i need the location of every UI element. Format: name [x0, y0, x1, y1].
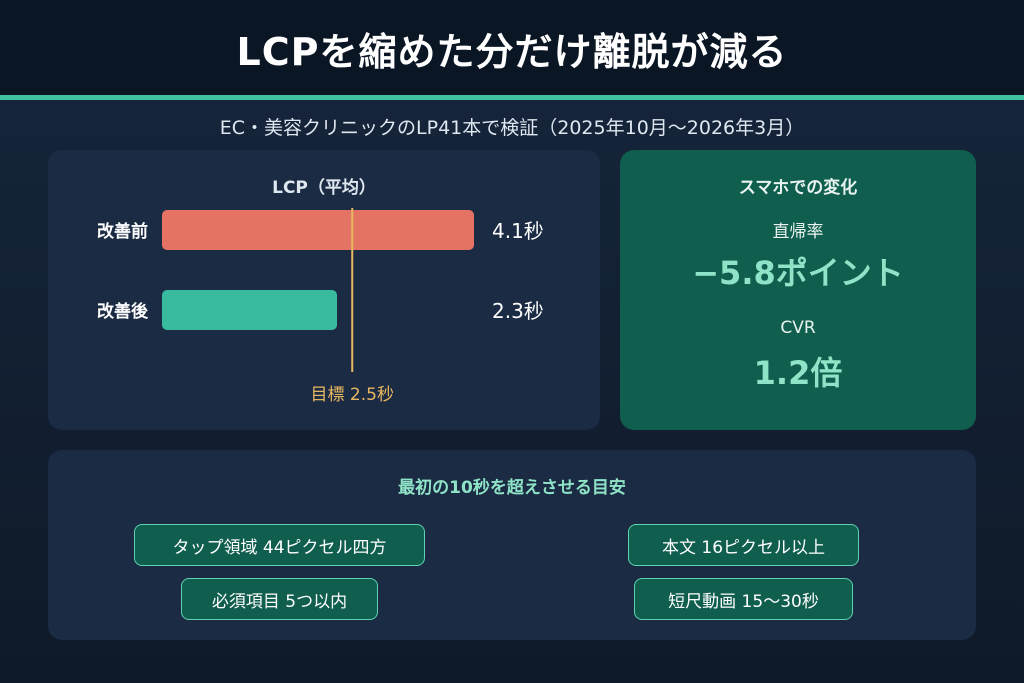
tip-required-fields: 必須項目 5つ以内 — [181, 578, 378, 620]
cvr-value: 1.2倍 — [753, 354, 843, 392]
value-label: 2.3秒 — [492, 299, 544, 323]
bounce-rate-label: 直帰率 — [772, 222, 824, 242]
cvr-label: CVR — [780, 318, 816, 338]
stats-title: スマホでの変化 — [738, 178, 858, 198]
category-label: 改善後 — [97, 301, 149, 322]
bar — [162, 290, 338, 330]
tip-body-font: 本文 16ピクセル以上 — [628, 524, 859, 566]
category-label: 改善前 — [97, 221, 148, 242]
tip-short-video: 短尺動画 15〜30秒 — [634, 578, 853, 620]
page-title: LCPを縮めた分だけ離脱が減る — [236, 29, 788, 74]
chart-title: LCP（平均） — [272, 178, 376, 198]
page-subtitle: EC・美容クリニックのLP41本で検証（2025年10月〜2026年3月） — [219, 117, 805, 139]
bar — [162, 210, 474, 250]
tips-title: 最初の10秒を超えさせる目安 — [398, 478, 626, 498]
target-label: 目標 2.5秒 — [311, 385, 394, 405]
value-label: 4.1秒 — [492, 219, 544, 243]
stats-panel — [620, 150, 976, 430]
bounce-rate-value: −5.8ポイント — [692, 254, 904, 292]
header: LCPを縮めた分だけ離脱が減る — [0, 0, 1024, 96]
tip-tap-area: タップ領域 44ピクセル四方 — [134, 524, 425, 566]
accent-rule — [0, 95, 1024, 100]
